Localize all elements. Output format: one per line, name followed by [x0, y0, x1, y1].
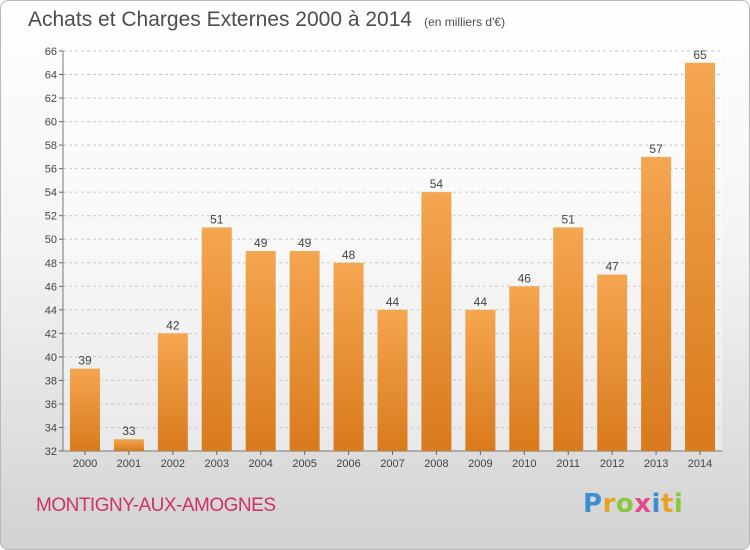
bar [245, 251, 276, 451]
y-tick-label: 50 [45, 234, 57, 246]
bar-value-label: 42 [166, 318, 180, 332]
x-tick-label: 2002 [161, 458, 185, 470]
x-tick-label: 2014 [688, 458, 712, 470]
bar-value-label: 46 [518, 271, 532, 285]
y-tick-label: 48 [45, 258, 57, 270]
y-tick-label: 46 [45, 281, 57, 293]
bar-value-label: 51 [210, 212, 224, 226]
bar [69, 368, 100, 451]
bar-value-label: 51 [562, 212, 576, 226]
y-tick-label: 54 [45, 187, 57, 199]
bar-value-label: 39 [78, 354, 92, 368]
bar [597, 274, 628, 451]
bar [641, 156, 672, 451]
x-tick-label: 2012 [600, 458, 624, 470]
bar [157, 333, 188, 451]
y-tick-label: 32 [45, 446, 57, 458]
logo-letter: i [673, 489, 684, 519]
y-tick-label: 52 [45, 211, 57, 223]
y-tick-label: 42 [45, 328, 57, 340]
y-tick-label: 58 [45, 140, 57, 152]
bar [377, 309, 408, 451]
bar [509, 286, 540, 451]
x-tick-label: 2001 [117, 458, 141, 470]
bar-value-label: 65 [693, 48, 707, 62]
bar [289, 251, 320, 451]
x-tick-label: 2003 [205, 458, 229, 470]
bar-value-label: 47 [605, 260, 619, 274]
bar-value-label: 44 [474, 295, 488, 309]
place-name: MONTIGNY-AUX-AMOGNES [36, 495, 276, 516]
logo-letter: x [634, 489, 652, 519]
bar-value-label: 49 [298, 236, 312, 250]
bar-value-label: 57 [649, 142, 663, 156]
y-tick-label: 44 [45, 305, 57, 317]
y-tick-label: 62 [45, 93, 57, 105]
bar [465, 309, 496, 451]
x-tick-label: 2009 [468, 458, 492, 470]
x-tick-label: 2011 [556, 458, 580, 470]
bar [201, 227, 232, 451]
logo-letter: i [651, 489, 661, 519]
x-tick-label: 2013 [644, 458, 668, 470]
x-tick-label: 2004 [248, 458, 272, 470]
chart-title-text: Achats et Charges Externes 2000 à 2014 [28, 8, 413, 31]
x-tick-label: 2006 [336, 458, 360, 470]
x-tick-label: 2008 [424, 458, 448, 470]
bar-value-label: 33 [122, 424, 136, 438]
chart-title: Achats et Charges Externes 2000 à 2014 (e… [28, 8, 505, 32]
y-tick-label: 34 [45, 422, 57, 434]
y-tick-label: 64 [45, 70, 57, 82]
y-tick-label: 66 [45, 46, 57, 58]
bar [685, 62, 716, 451]
bar [553, 227, 584, 451]
x-tick-label: 2010 [512, 458, 536, 470]
x-tick-label: 2007 [380, 458, 404, 470]
logo-letter: t [660, 489, 674, 519]
unit-label: (en milliers d'€) [424, 15, 506, 29]
bar [113, 439, 144, 451]
x-tick-label: 2000 [73, 458, 97, 470]
y-tick-label: 40 [45, 352, 57, 364]
y-tick-label: 60 [45, 117, 57, 129]
y-tick-label: 36 [45, 399, 57, 411]
bar-value-label: 48 [342, 248, 356, 262]
logo-letter: r [602, 489, 616, 519]
proxiti-logo: Proxiti [583, 489, 683, 519]
logo-letter: o [615, 489, 635, 519]
y-tick-label: 38 [45, 375, 57, 387]
bar-value-label: 54 [430, 177, 444, 191]
x-tick-label: 2005 [292, 458, 316, 470]
bar [421, 192, 452, 452]
bar-value-label: 44 [386, 295, 400, 309]
bar-value-label: 49 [254, 236, 268, 250]
logo-letter: P [583, 489, 603, 519]
y-tick-label: 56 [45, 164, 57, 176]
bar [333, 262, 364, 451]
